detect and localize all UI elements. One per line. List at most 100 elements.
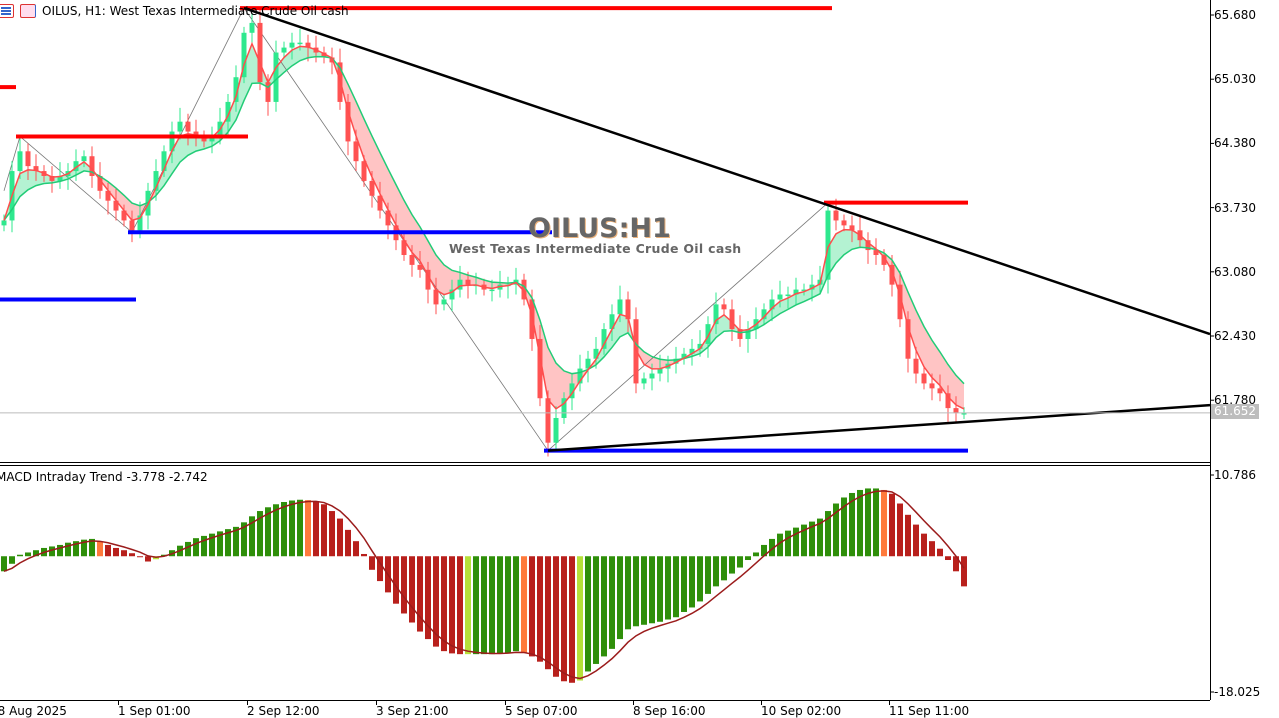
macd-histogram-bar (641, 556, 647, 625)
macd-histogram-bar (233, 526, 239, 557)
ma-cloud-segment (436, 254, 444, 295)
candle-body (777, 294, 783, 300)
candle (257, 9, 263, 91)
macd-signal-line (3, 490, 965, 680)
candle-body (233, 77, 239, 102)
macd-histogram-bar (833, 503, 839, 557)
macd-histogram-bar (337, 518, 343, 557)
candle-body (177, 121, 183, 132)
candle-body (553, 417, 559, 443)
candle (537, 325, 543, 407)
candle-body (273, 52, 279, 102)
ma-cloud-segment (764, 308, 772, 325)
candle (769, 289, 775, 322)
candle-body (113, 200, 119, 211)
candle-body (785, 294, 791, 297)
ma-cloud-segment (236, 64, 244, 120)
chart-window-icon[interactable] (20, 4, 36, 18)
macd-histogram-bar (425, 556, 431, 640)
macd-histogram-bar (673, 556, 679, 618)
candle-body (449, 289, 455, 300)
macd-histogram-bar (665, 556, 671, 620)
candle (417, 251, 423, 278)
macd-histogram-bar (793, 527, 799, 557)
candle (193, 119, 199, 147)
macd-histogram-bar (713, 556, 719, 587)
macd-histogram-bar (17, 554, 23, 557)
candle-body (561, 398, 567, 418)
candle-body (721, 304, 727, 310)
candle (169, 121, 175, 164)
candle-body (601, 329, 607, 349)
candle (81, 150, 87, 168)
ma-cloud-segment (164, 150, 172, 186)
candle-body (1, 220, 7, 226)
candle-body (745, 329, 751, 339)
candle-body (673, 358, 679, 364)
candle-body (889, 264, 895, 285)
macd-histogram-bar (1, 556, 7, 572)
candle (713, 292, 719, 335)
candle (873, 238, 879, 265)
candle-body (17, 151, 23, 172)
macd-histogram-bar (489, 556, 495, 655)
candle (721, 298, 727, 316)
candle-body (25, 151, 31, 167)
candle-body (825, 210, 831, 280)
ma-cloud-segment (412, 214, 420, 262)
macd-histogram-bar (729, 556, 735, 574)
candle-body (577, 368, 583, 384)
macd-histogram-bar (281, 502, 287, 557)
candle-body (729, 309, 735, 330)
candle-body (593, 348, 599, 359)
macd-histogram-bar (745, 556, 751, 561)
macd-histogram-bar (753, 552, 759, 557)
candle (433, 277, 439, 315)
price-tick-label: 63.080 (1214, 264, 1256, 279)
macd-histogram-bar (809, 521, 815, 557)
macd-histogram-bar (521, 556, 527, 653)
candle-body (137, 215, 143, 231)
macd-histogram-bar (609, 556, 615, 649)
macd-histogram-bar (761, 544, 767, 557)
macd-histogram-bar (697, 556, 703, 602)
macd-histogram-bar (449, 556, 455, 654)
macd-histogram-bar (369, 556, 375, 570)
candle (849, 215, 855, 243)
candle-body (441, 299, 447, 305)
macd-histogram-bar (945, 556, 951, 561)
macd-histogram-bar (817, 518, 823, 557)
ma-cloud-segment (844, 229, 852, 255)
candle (281, 41, 287, 59)
candle-body (169, 131, 175, 152)
candle-body (281, 47, 287, 53)
candle (449, 279, 455, 312)
candle-body (289, 42, 295, 48)
macd-histogram-bar (777, 533, 783, 557)
candle-body (377, 195, 383, 211)
candle (377, 181, 383, 219)
candle (553, 406, 559, 453)
candle-body (353, 141, 359, 162)
macd-histogram-bar (185, 541, 191, 557)
candle-body (89, 156, 95, 176)
candle-body (57, 175, 63, 181)
candle (953, 396, 959, 423)
candle-body (489, 289, 495, 292)
candle (745, 321, 751, 353)
macd-histogram-bar (361, 553, 367, 557)
candle-body (641, 378, 647, 384)
candle (249, 13, 255, 45)
candle-body (529, 299, 535, 339)
macd-histogram-bar (249, 516, 255, 557)
ma-cloud-segment (548, 347, 556, 409)
candle (761, 303, 767, 326)
ma-cloud-segment (940, 352, 948, 397)
ma-cloud-segment (108, 181, 116, 201)
chart-list-icon[interactable] (0, 4, 14, 18)
macd-histogram-bar (137, 556, 143, 558)
ma-cloud-segment (404, 200, 412, 253)
candle-body (849, 225, 855, 231)
macd-histogram-bar (217, 531, 223, 557)
